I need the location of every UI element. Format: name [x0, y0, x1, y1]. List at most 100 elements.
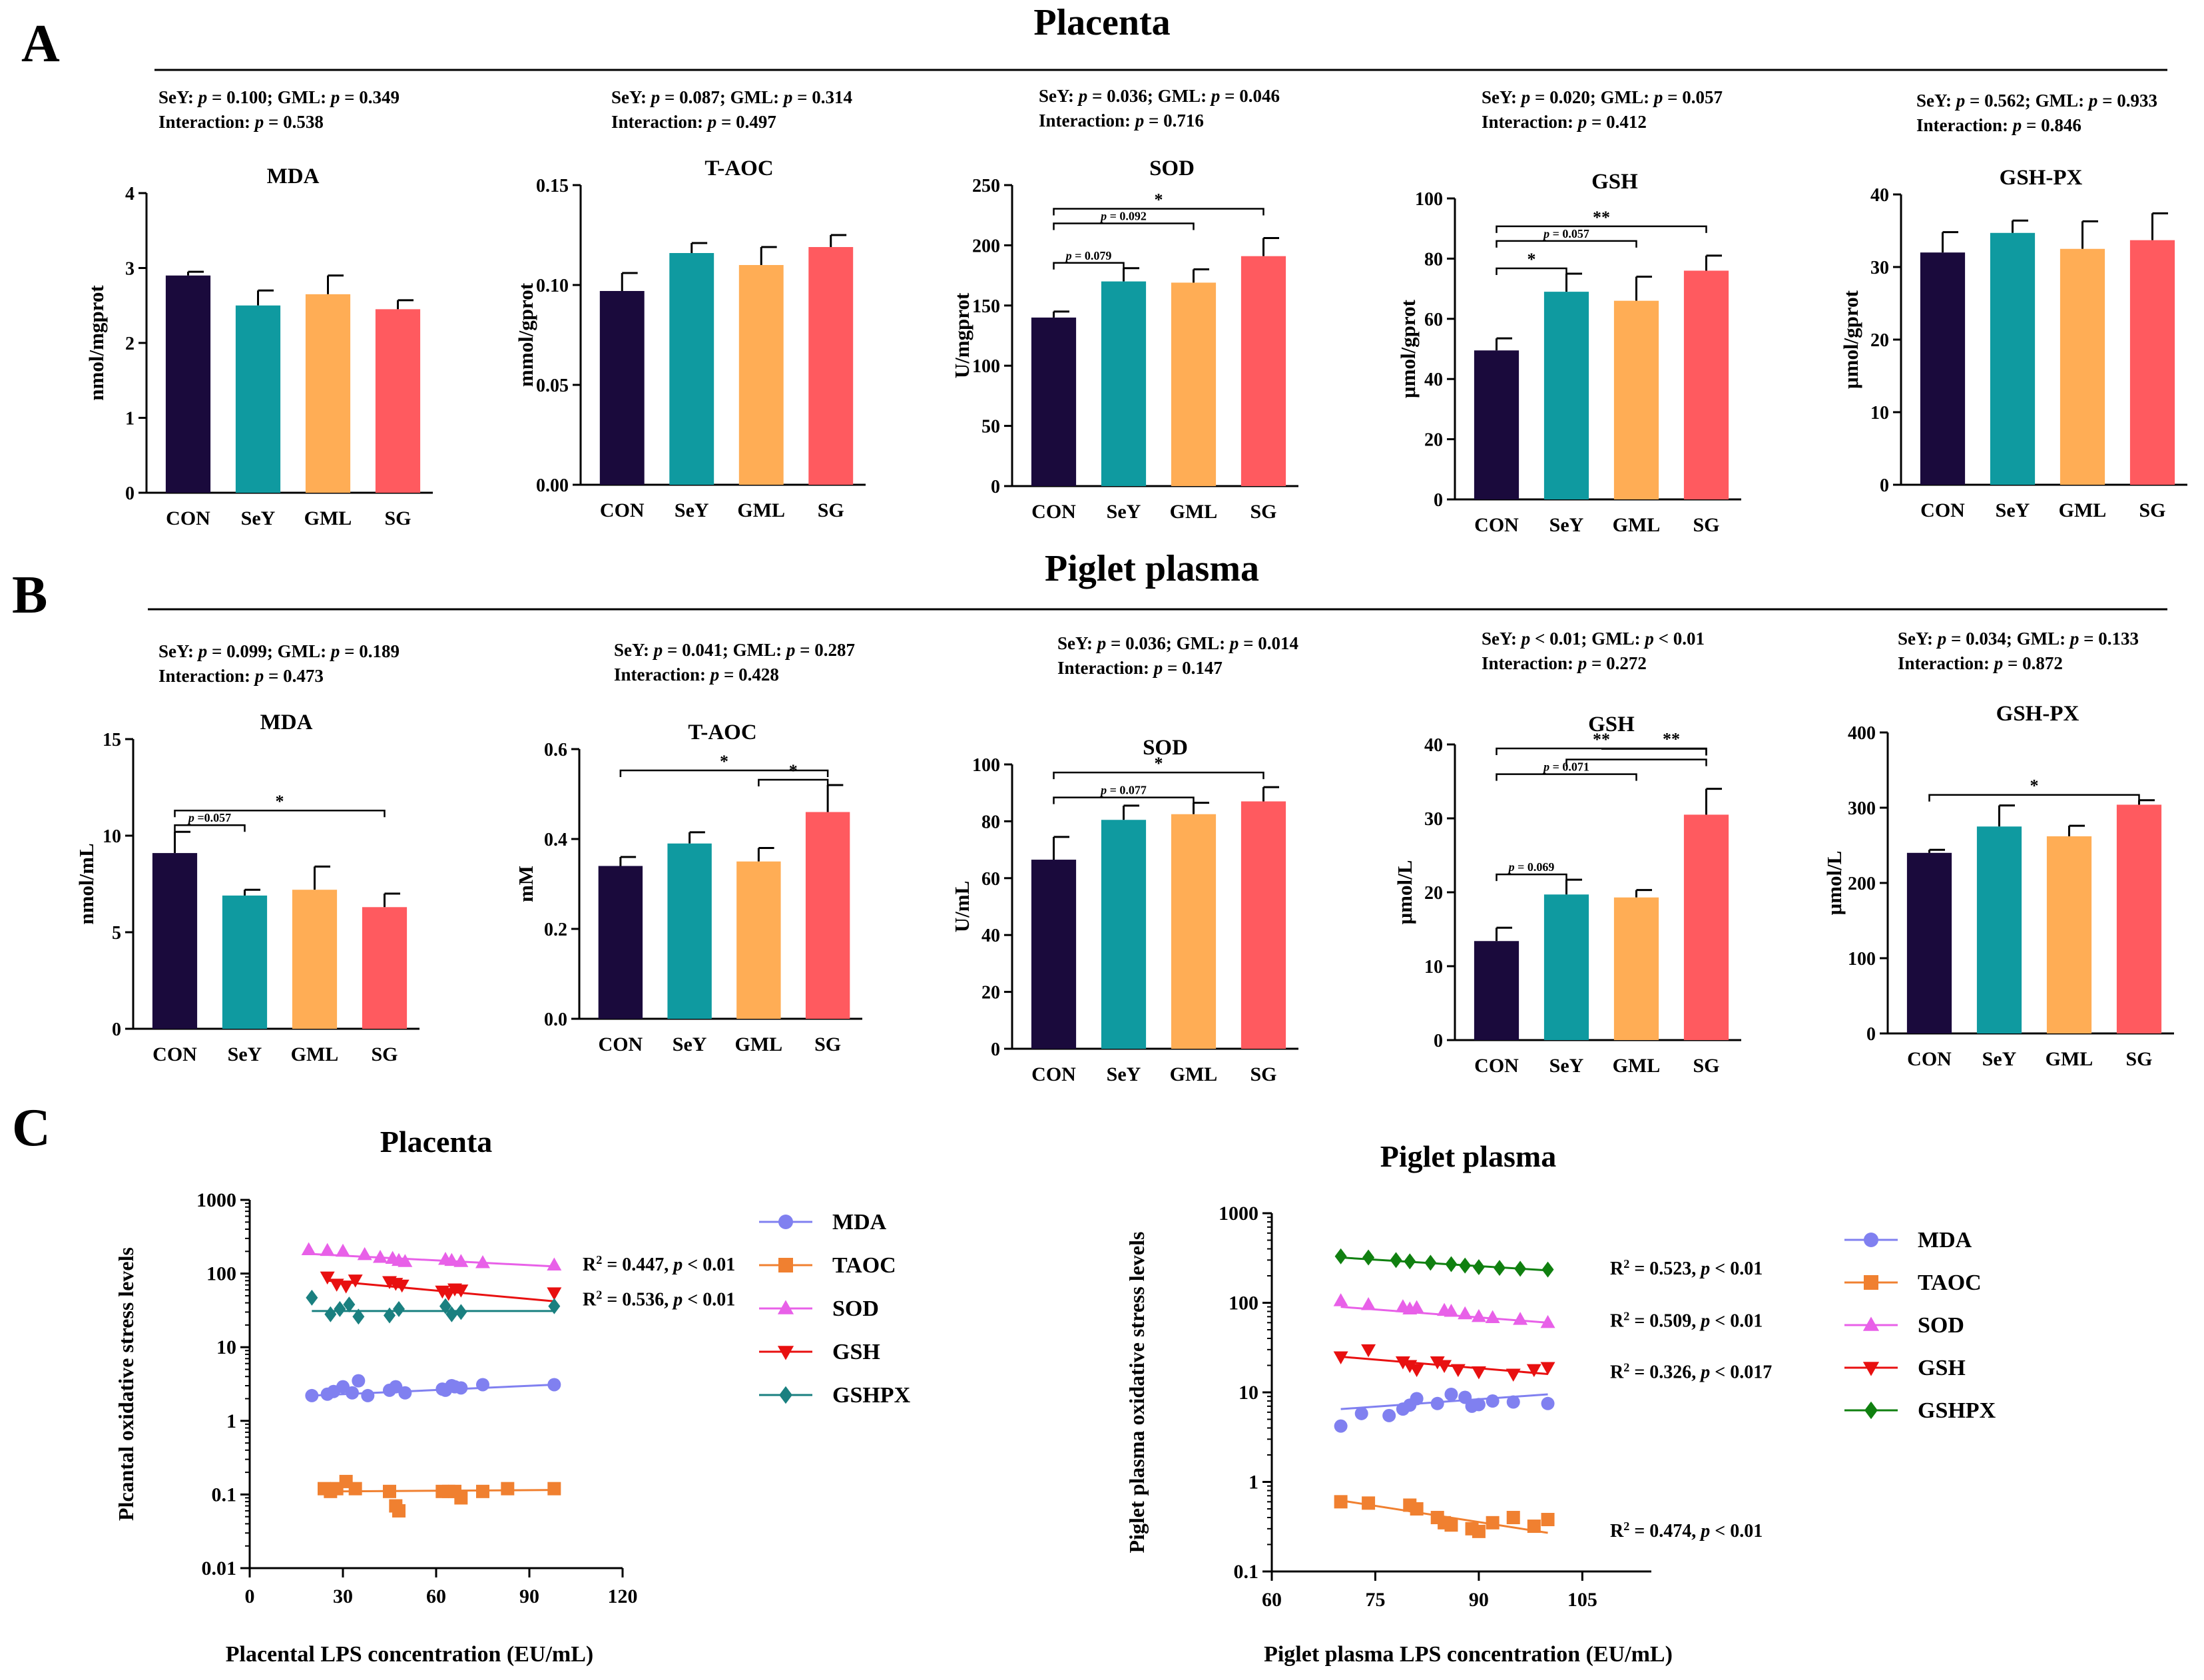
b-gshpx-bracket-label-0: * [2030, 776, 2039, 796]
a-mda-ytick-label: 3 [125, 259, 135, 280]
c-placenta-legend-label-mda: MDA [832, 1210, 887, 1235]
c-plasma-point-gshpx [1334, 1248, 1347, 1264]
c-plasma-title: Piglet plasma [1380, 1139, 1556, 1173]
a-gshpx-bar-con [1920, 252, 1966, 485]
a-taoc-bar-sey [669, 253, 714, 485]
b-mda-bracket-label-0: p =0.057 [187, 811, 231, 824]
a-mda-xlabel-sey: SeY [241, 507, 276, 529]
a-gsh-bracket-label-0: * [1527, 250, 1536, 269]
b-mda-bar-con [152, 853, 198, 1029]
c-placenta-point-sod [336, 1243, 350, 1257]
a-sod-bracket-label-0: p = 0.079 [1065, 249, 1112, 262]
c-placenta-legend-marker-mda [778, 1215, 793, 1229]
c-placenta-point-taoc [392, 1504, 406, 1518]
c-plasma-point-sod [1540, 1314, 1555, 1328]
b-gshpx-ytick-label: 300 [1848, 798, 1876, 819]
c-plasma-point-taoc [1362, 1496, 1376, 1510]
c-plasma-point-gshpx [1362, 1249, 1375, 1266]
a-sod-ytick-label: 100 [972, 356, 1000, 377]
c-placenta-point-gsh [348, 1274, 363, 1288]
a-gsh-xlabel-sey: SeY [1549, 514, 1584, 536]
b-gsh-bracket-0 [1496, 873, 1567, 882]
c-placenta-annot-gsh: R2 = 0.536, p < 0.01 [583, 1288, 735, 1310]
b-gshpx-ytick-label: 100 [1848, 949, 1876, 970]
b-gsh-bar-sg [1683, 814, 1729, 1040]
c-plasma-point-sod [1471, 1308, 1486, 1322]
b-gshpx-ytick-label: 200 [1848, 874, 1876, 894]
b-gsh-stats-line2: Interaction: p = 0.272 [1482, 653, 1647, 673]
c-plasma-ytick-label: 1000 [1219, 1203, 1258, 1225]
b-mda-ytick-label: 15 [103, 730, 121, 750]
c-placenta-point-mda [305, 1388, 319, 1402]
b-taoc-xlabel-sg: SG [814, 1033, 841, 1055]
a-gsh-bracket-1 [1496, 240, 1637, 248]
a-sod-stats-line2: Interaction: p = 0.716 [1039, 111, 1204, 131]
c-plasma-fit-gshpx [1340, 1257, 1548, 1272]
a-sod-ytick-label: 200 [972, 236, 1000, 256]
c-plasma-legend-marker-gshpx [1864, 1401, 1878, 1420]
a-sod-ytick-label: 0 [991, 477, 1000, 497]
b-sod-ytick-label: 0 [991, 1039, 1000, 1060]
c-placenta-point-taoc [348, 1482, 362, 1496]
b-gshpx-xlabel-sey: SeY [1982, 1048, 2017, 1070]
a-sod-bar-con [1031, 317, 1077, 486]
b-gsh-bracket-1 [1496, 773, 1637, 781]
c-placenta-xtick-label: 30 [333, 1585, 353, 1607]
a-sod-xlabel-sg: SG [1250, 501, 1276, 523]
a-gsh-ytick-label: 20 [1424, 430, 1443, 451]
c-placenta-xtick-label: 90 [519, 1585, 539, 1607]
b-gshpx-bar-sey [1976, 826, 2022, 1033]
a-mda-xlabel-sg: SG [384, 507, 411, 529]
c-placenta-legend-label-gsh: GSH [832, 1340, 880, 1364]
b-mda-xlabel-con: CON [152, 1043, 197, 1065]
c-plasma-ytick-label: 0.1 [1234, 1561, 1259, 1583]
c-placenta-point-sod [398, 1254, 413, 1267]
b-sod-ytick-label: 60 [981, 869, 1000, 890]
b-gsh-xlabel-sey: SeY [1549, 1055, 1584, 1077]
c-placenta-point-sod [475, 1255, 490, 1268]
a-taoc-ytick-label: 0.15 [536, 176, 569, 196]
a-taoc-xlabel-con: CON [600, 499, 645, 521]
c-placenta-point-sod [320, 1243, 335, 1257]
c-plasma-point-taoc [1541, 1513, 1555, 1527]
b-mda-xlabel-sg: SG [371, 1043, 398, 1065]
a-gshpx-bar-sey [1990, 232, 2036, 485]
a-sod-xlabel-gml: GML [1170, 501, 1218, 523]
c-placenta-point-mda [454, 1381, 468, 1395]
a-mda-ytick-label: 2 [125, 334, 135, 354]
a-taoc-ytick-label: 0.00 [536, 475, 569, 496]
b-taoc-ytick-label: 0.0 [544, 1009, 567, 1030]
b-gshpx-bar-gml [2046, 836, 2092, 1033]
b-gshpx-xlabel-con: CON [1907, 1048, 1952, 1070]
c-plasma-point-sod [1361, 1296, 1376, 1310]
a-gshpx-ytick-label: 20 [1870, 330, 1889, 351]
c-plasma-legend-label-taoc: TAOC [1918, 1270, 1982, 1295]
a-gsh-xlabel-sg: SG [1693, 514, 1719, 536]
c-plasma-point-gshpx [1404, 1253, 1416, 1270]
a-sod-bracket-2 [1053, 208, 1264, 216]
b-taoc-xlabel-sey: SeY [673, 1033, 707, 1055]
c-placenta-xtick-label: 120 [608, 1585, 638, 1607]
a-gsh-xlabel-gml: GML [1613, 514, 1661, 536]
a-sod-bracket-label-2: * [1155, 190, 1163, 210]
c-plasma-point-gsh [1450, 1364, 1466, 1378]
a-gsh-ylabel: μmol/gprot [1396, 299, 1420, 398]
c-plasma-legend-label-mda: MDA [1918, 1228, 1972, 1253]
b-mda-xlabel-gml: GML [291, 1043, 339, 1065]
c-plasma-legend-label-sod: SOD [1918, 1313, 1964, 1338]
c-placenta-point-taoc [501, 1482, 515, 1496]
c-plasma-point-taoc [1472, 1524, 1486, 1538]
a-sod-xlabel-con: CON [1031, 501, 1076, 523]
a-gsh-stats-line1: SeY: p = 0.020; GML: p = 0.057 [1482, 87, 1723, 107]
c-plasma-point-mda [1486, 1394, 1500, 1408]
a-sod-ytick-label: 250 [972, 176, 1000, 196]
b-sod-xlabel-sg: SG [1250, 1063, 1276, 1085]
c-placenta-point-taoc [454, 1491, 468, 1505]
a-gshpx-xlabel-sey: SeY [1996, 499, 2030, 521]
c-plasma-point-gsh [1540, 1362, 1555, 1376]
c-plasma-xtick-label: 90 [1469, 1589, 1489, 1611]
c-plasma-legend-marker-sod [1862, 1316, 1880, 1331]
a-gsh-ytick-label: 80 [1424, 249, 1443, 270]
c-plasma-point-gshpx [1424, 1255, 1437, 1271]
a-gshpx-ytick-label: 40 [1870, 185, 1889, 206]
